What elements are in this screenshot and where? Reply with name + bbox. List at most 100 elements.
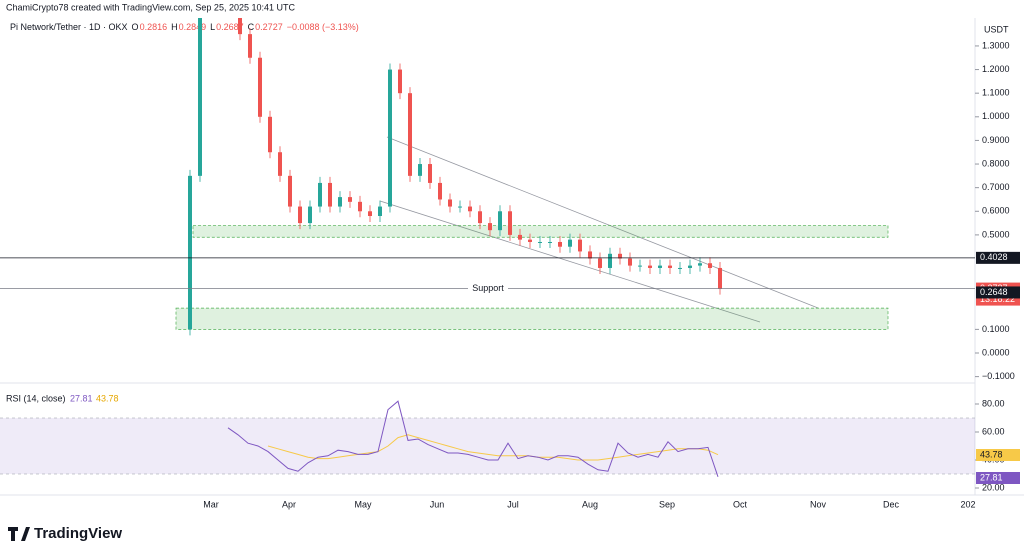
- candle: [338, 197, 342, 207]
- level-note: Support: [472, 283, 504, 293]
- candle: [578, 239, 582, 252]
- candle: [718, 267, 722, 289]
- candle: [568, 239, 572, 247]
- axis-unit: USDT: [984, 24, 1009, 34]
- price-tick-label: 0.6000: [982, 206, 1010, 216]
- price-label-box: [976, 286, 1020, 299]
- candle: [548, 241, 552, 243]
- ohlc-key: L: [210, 22, 215, 32]
- rsi-tick-label: 80.00: [982, 398, 1005, 408]
- candle: [558, 241, 562, 247]
- candle: [198, 18, 202, 176]
- rsi-line: [227, 400, 719, 477]
- rsi-ma-label: 43.78: [980, 449, 1003, 459]
- price-tick-label: 0.0000: [982, 347, 1010, 357]
- candle: [598, 258, 602, 268]
- rsi-title: RSI (14, close): [6, 393, 66, 403]
- candle: [358, 201, 362, 212]
- price-tick-label: 1.2000: [982, 64, 1010, 74]
- time-label: Jul: [507, 499, 519, 509]
- candle: [618, 253, 622, 259]
- candle: [478, 211, 482, 224]
- ohlc-key: C: [248, 22, 255, 32]
- time-label: May: [354, 499, 372, 509]
- candle: [268, 116, 272, 153]
- ohlc-value: 0.2849: [179, 22, 207, 32]
- candle: [388, 69, 392, 207]
- candle: [308, 206, 312, 224]
- price-tick-label: 1.3000: [982, 40, 1010, 50]
- ohlc-value: 0.2687: [216, 22, 244, 32]
- candle: [398, 69, 402, 94]
- rsi-ma-value: 43.78: [96, 393, 119, 403]
- ohlc-value: 0.2816: [140, 22, 168, 32]
- countdown: 13:18:22: [980, 294, 1015, 304]
- price-label: 0.4028: [980, 252, 1008, 262]
- candle: [688, 265, 692, 268]
- candle: [658, 265, 662, 268]
- candle: [408, 93, 412, 176]
- price-tick-label: 0.1000: [982, 324, 1010, 334]
- candle: [318, 182, 322, 207]
- time-label: 202: [960, 499, 975, 509]
- candle: [638, 265, 642, 267]
- zone: [175, 307, 889, 330]
- credit: ChamiCrypto78 created with TradingView.c…: [6, 2, 295, 12]
- price-tick-label: 1.0000: [982, 111, 1010, 121]
- candle: [708, 263, 712, 268]
- time-label: Apr: [282, 499, 296, 509]
- symbol-line: Pi Network/Tether · 1D · OKX O0.2816 H0.28…: [10, 22, 359, 32]
- rsi-ma-box: [976, 449, 1020, 461]
- rsi-box: [976, 472, 1020, 484]
- candle: [328, 182, 332, 207]
- rsi-value: 27.81: [70, 393, 93, 403]
- zone: [192, 225, 889, 238]
- candle: [348, 197, 352, 202]
- time-label: Dec: [883, 499, 900, 509]
- rsi-tick-label: 60.00: [982, 426, 1005, 436]
- candle: [518, 234, 522, 240]
- ohlc-key: O: [132, 22, 139, 32]
- candle: [538, 241, 542, 243]
- candle: [188, 175, 192, 330]
- logo: TradingView: [8, 525, 122, 542]
- price-tick-label: 0.5000: [982, 229, 1010, 239]
- candle: [238, 18, 242, 35]
- time-label: Aug: [582, 499, 598, 509]
- candle: [528, 239, 532, 242]
- candle: [698, 263, 702, 266]
- candle: [648, 265, 652, 268]
- ohlc-key: H: [171, 22, 178, 32]
- trend-line: [386, 136, 819, 309]
- candle: [448, 199, 452, 207]
- candle: [428, 164, 432, 183]
- price-tick-label: −0.1000: [982, 371, 1015, 381]
- price-label: 0.2648: [980, 287, 1008, 297]
- candle: [258, 57, 262, 117]
- candle: [678, 267, 682, 269]
- price-tick-label: 0.9000: [982, 135, 1010, 145]
- time-label: Jun: [430, 499, 445, 509]
- symbol-info: Pi Network/Tether · 1D · OKX O0.2816 H0.28…: [10, 22, 359, 32]
- candle: [628, 258, 632, 266]
- price-tick-label: 1.1000: [982, 88, 1010, 98]
- candle: [608, 253, 612, 268]
- price-tick-label: 0.7000: [982, 182, 1010, 192]
- time-label: Nov: [810, 499, 827, 509]
- ohlc-value: 0.2727: [255, 22, 283, 32]
- price-pane: [175, 18, 889, 336]
- time-label: Sep: [659, 499, 675, 509]
- candle: [588, 251, 592, 259]
- time-label: Mar: [203, 499, 219, 509]
- trend-line: [379, 200, 761, 323]
- candle: [368, 211, 372, 217]
- candle: [498, 211, 502, 231]
- candle: [418, 164, 422, 176]
- price-tick-label: 0.8000: [982, 158, 1010, 168]
- candle: [438, 182, 442, 200]
- rsi-ma-line: [267, 434, 719, 461]
- candle: [298, 206, 302, 224]
- candle: [378, 206, 382, 217]
- candle: [458, 206, 462, 208]
